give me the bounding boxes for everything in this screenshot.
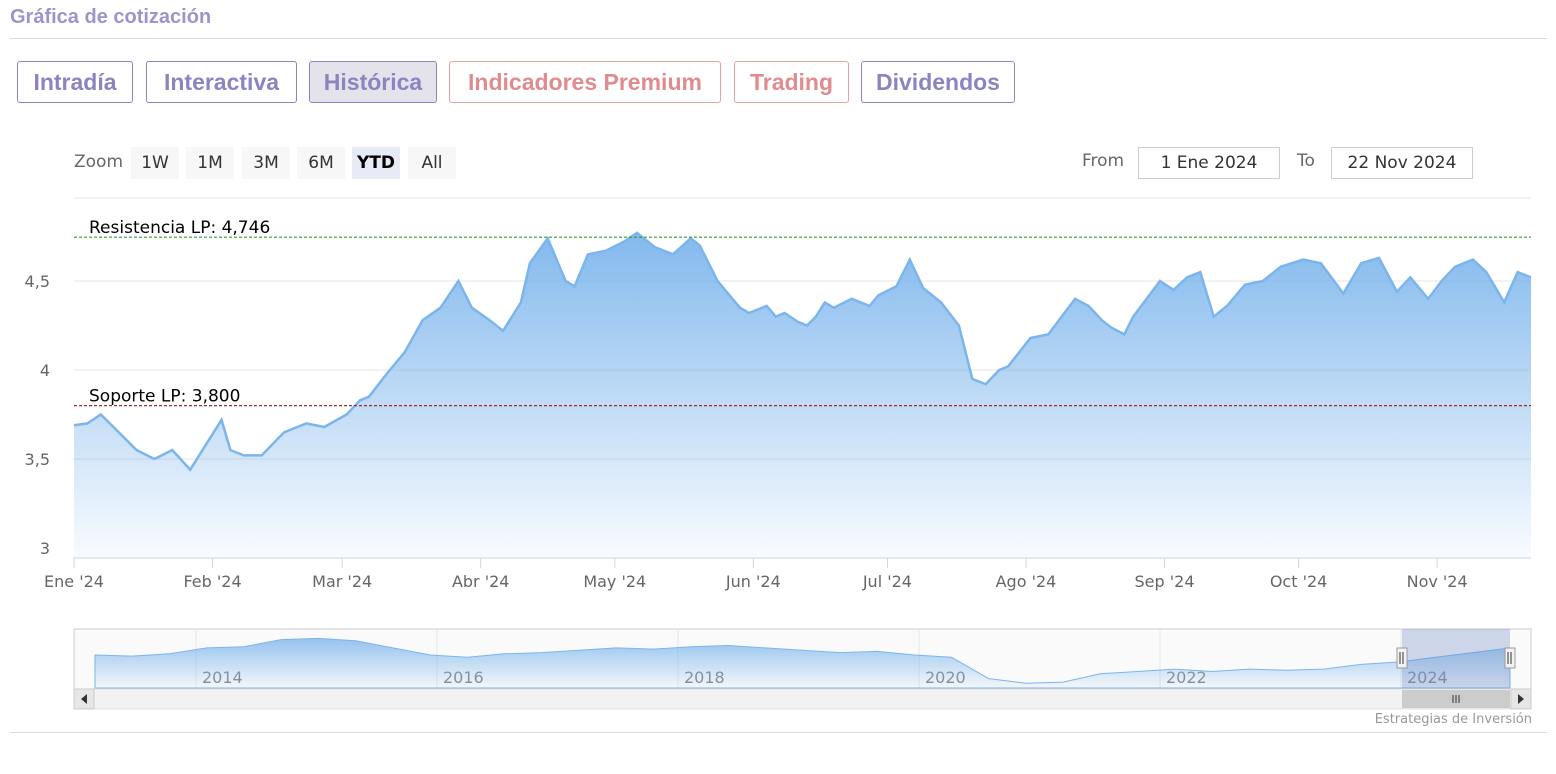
to-date-input[interactable]: 22 Nov 2024 (1331, 147, 1473, 179)
tab-historica[interactable]: Histórica (309, 61, 437, 103)
tab-trading[interactable]: Trading (734, 61, 849, 103)
section-title: Gráfica de cotización (10, 6, 212, 28)
from-date-input[interactable]: 1 Ene 2024 (1138, 147, 1280, 179)
credits-text: Estrategias de Inversión (1374, 712, 1532, 727)
x-tick-label: Feb '24 (183, 572, 241, 591)
zoom-label: Zoom (74, 152, 124, 172)
price-line (73, 231, 1532, 472)
price-area (74, 232, 1531, 558)
zoom-all-button[interactable]: All (408, 147, 456, 179)
scrollbar-track[interactable] (73, 688, 1532, 710)
x-axis-ticks: Ene '24 Feb '24 Mar '24 Abr '24 May '24 Jun '… (44, 558, 1468, 591)
resistance-label: Resistencia LP: 4,746 (89, 218, 270, 238)
scrollbar-left-arrow[interactable] (73, 688, 95, 710)
x-tick-label: Abr '24 (452, 572, 510, 591)
x-tick-label: Sep '24 (1135, 572, 1195, 591)
from-label: From (1082, 151, 1125, 171)
support-resistance-lines: Resistencia LP: 4,746 Soporte LP: 3,800 (74, 218, 1531, 407)
y-tick-label: 4,5 (25, 272, 50, 291)
y-tick-label: 4 (40, 361, 50, 380)
y-axis-labels: 3 3,5 4 4,5 (25, 272, 50, 558)
navigator-right-handle[interactable] (1504, 647, 1516, 669)
navigator-left-handle[interactable] (1396, 647, 1408, 669)
scrollbar-thumb[interactable] (1402, 690, 1510, 708)
zoom-6m-button[interactable]: 6M (297, 147, 345, 179)
support-label: Soporte LP: 3,800 (89, 387, 240, 407)
x-tick-label: Ene '24 (44, 572, 104, 591)
x-tick-label: Jun '24 (725, 572, 781, 591)
top-divider (10, 38, 1547, 39)
tab-indicadores-premium[interactable]: Indicadores Premium (449, 61, 721, 103)
x-tick-label: Jul '24 (862, 572, 912, 591)
tab-dividendos[interactable]: Dividendos (861, 61, 1015, 103)
tab-intradia[interactable]: Intradía (17, 61, 133, 103)
bottom-divider (10, 732, 1547, 733)
zoom-ytd-button[interactable]: YTD (352, 147, 400, 179)
zoom-3m-button[interactable]: 3M (242, 147, 290, 179)
x-tick-label: Nov '24 (1407, 572, 1468, 591)
tab-interactiva[interactable]: Interactiva (146, 61, 297, 103)
y-tick-label: 3 (40, 539, 50, 558)
x-tick-label: Oct '24 (1270, 572, 1328, 591)
x-tick-label: May '24 (583, 572, 646, 591)
navigator-selection[interactable] (1402, 629, 1510, 689)
navigator-series (94, 637, 1511, 689)
x-tick-label: Ago '24 (996, 572, 1057, 591)
scrollbar-right-arrow[interactable] (1510, 688, 1532, 710)
zoom-1w-button[interactable]: 1W (131, 147, 179, 179)
y-tick-label: 3,5 (25, 450, 50, 469)
zoom-1m-button[interactable]: 1M (186, 147, 234, 179)
x-tick-label: Mar '24 (312, 572, 372, 591)
to-label: To (1297, 151, 1315, 171)
